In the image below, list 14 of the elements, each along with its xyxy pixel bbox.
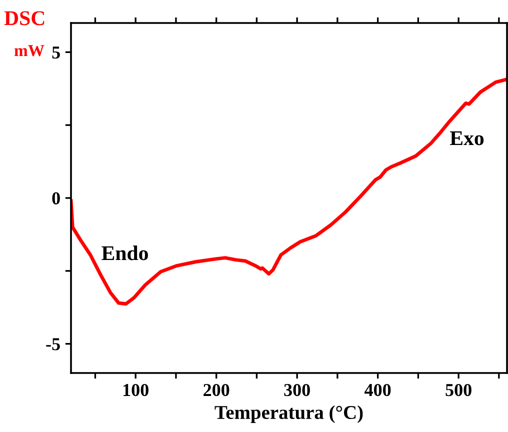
annotation: Endo [102,246,148,260]
y-tick-label: 5 [52,46,60,59]
x-tick-label: 200 [204,384,230,396]
y-tick-label: 0 [52,192,60,204]
text: mW [14,45,44,56]
annotation: Exo [450,131,484,146]
line-series [71,78,507,306]
x-tick-label: 300 [284,384,310,396]
x-axis-title: Temperatura (°C) [214,405,363,423]
y-axis-title: DSC [4,11,44,26]
x-tick-label: 100 [124,384,148,396]
y-tick-label: -5 [46,338,60,350]
x-tick-label: 500 [446,384,472,396]
x-tick-label: 400 [364,384,391,396]
